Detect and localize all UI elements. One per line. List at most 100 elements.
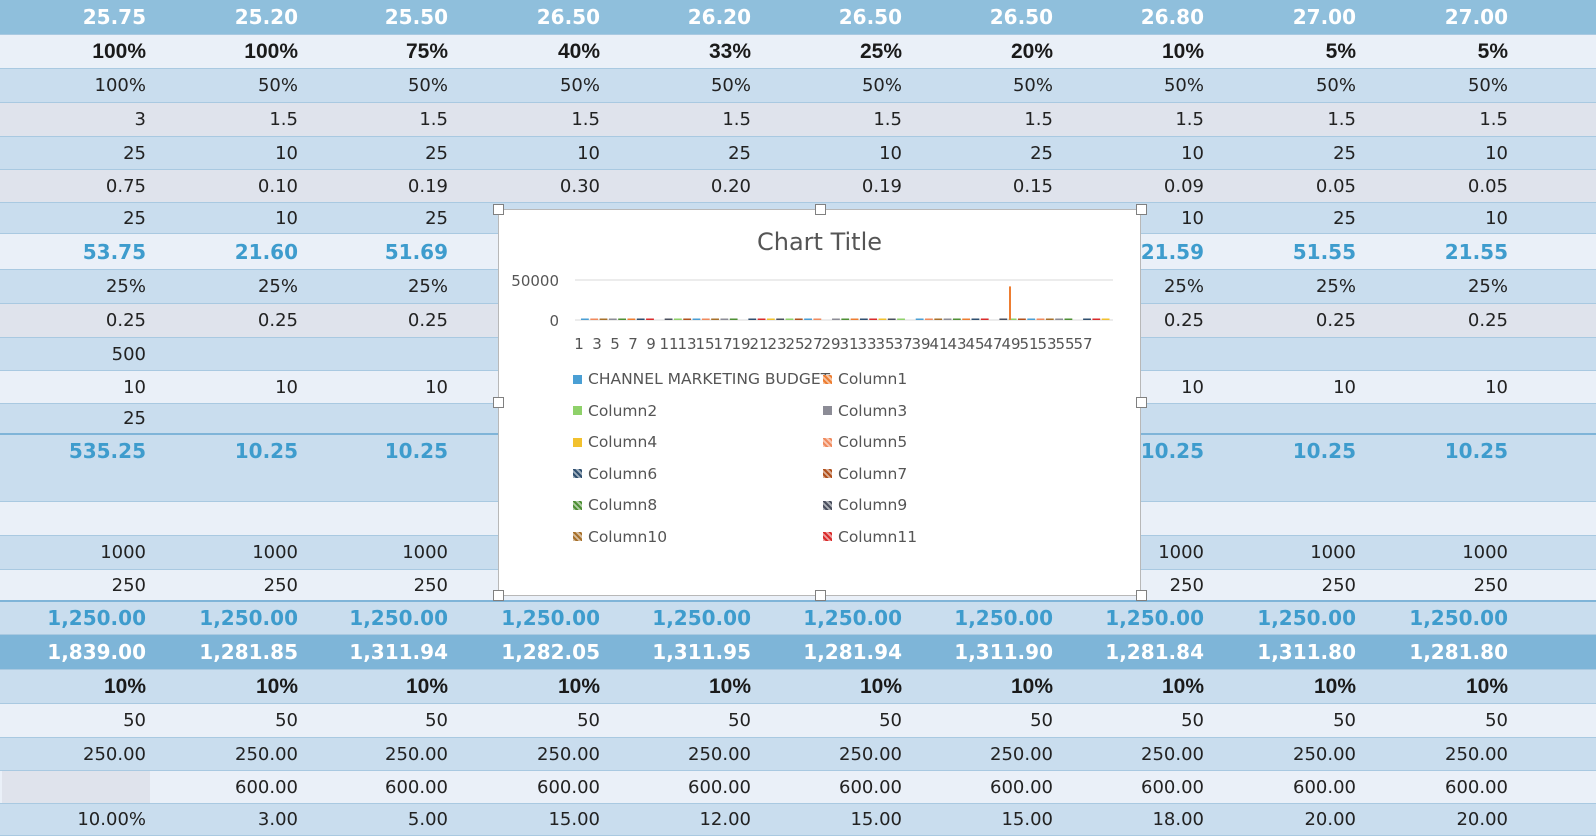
sheet-cell[interactable]: 1,250.00 — [803, 606, 902, 630]
sheet-cell[interactable]: 26.50 — [536, 5, 600, 29]
resize-handle[interactable] — [1136, 397, 1147, 408]
sheet-cell[interactable]: 25% — [1163, 276, 1204, 297]
sheet-cell[interactable] — [304, 338, 452, 370]
sheet-cell[interactable]: 10% — [1465, 674, 1508, 698]
sheet-cell[interactable]: 25.75 — [82, 5, 146, 29]
sheet-cell[interactable]: 20.00 — [1456, 809, 1508, 830]
sheet-cell[interactable]: 1.5 — [571, 109, 600, 130]
sheet-cell[interactable]: 1,311.95 — [652, 640, 751, 664]
sheet-cell[interactable]: 10% — [1161, 39, 1204, 63]
sheet-cell[interactable]: 0.30 — [559, 175, 600, 197]
sheet-cell[interactable]: 1.5 — [419, 109, 448, 130]
sheet-cell[interactable]: 250 — [111, 574, 146, 596]
sheet-cell[interactable]: 1,250.00 — [47, 606, 146, 630]
sheet-cell[interactable]: 10 — [275, 376, 298, 398]
sheet-cell[interactable]: 33% — [708, 39, 751, 63]
sheet-cell[interactable]: 25.50 — [384, 5, 448, 29]
sheet-cell[interactable]: 25% — [1315, 276, 1356, 297]
sheet-cell[interactable]: 51.55 — [1292, 239, 1356, 264]
sheet-cell[interactable]: 0.25 — [257, 310, 298, 331]
sheet-cell[interactable]: 50 — [577, 710, 600, 731]
sheet-cell[interactable] — [1212, 404, 1360, 433]
sheet-cell[interactable]: 10 — [879, 142, 902, 164]
sheet-cell[interactable]: 50% — [710, 75, 751, 96]
sheet-cell[interactable]: 1.5 — [1024, 109, 1053, 130]
sheet-cell[interactable]: 600.00 — [385, 776, 448, 798]
resize-handle[interactable] — [493, 397, 504, 408]
sheet-cell[interactable]: 1,250.00 — [1257, 606, 1356, 630]
sheet-cell[interactable]: 10.25 — [1444, 439, 1508, 463]
legend-item[interactable]: Column7 — [823, 465, 907, 483]
sheet-cell[interactable]: 10% — [557, 674, 600, 698]
sheet-cell[interactable]: 10 — [1181, 376, 1204, 398]
sheet-cell[interactable]: 1.5 — [873, 109, 902, 130]
sheet-cell[interactable]: 10% — [859, 674, 902, 698]
sheet-cell[interactable]: 50 — [1485, 710, 1508, 731]
sheet-cell[interactable]: 0.25 — [407, 310, 448, 331]
sheet-cell[interactable]: 10.00% — [77, 809, 146, 830]
sheet-cell[interactable]: 250 — [413, 574, 448, 596]
sheet-cell[interactable]: 25.20 — [234, 5, 298, 29]
sheet-cell[interactable]: 20.00 — [1304, 809, 1356, 830]
sheet-cell[interactable]: 1000 — [402, 542, 448, 563]
sheet-cell[interactable]: 0.75 — [105, 175, 146, 197]
sheet-cell[interactable]: 250 — [263, 574, 298, 596]
sheet-cell[interactable]: 10 — [1485, 376, 1508, 398]
sheet-cell[interactable]: 10 — [1485, 142, 1508, 164]
sheet-cell[interactable] — [154, 502, 302, 535]
sheet-cell[interactable]: 1,281.85 — [199, 640, 298, 664]
sheet-cell[interactable]: 21.55 — [1444, 239, 1508, 264]
sheet-cell[interactable]: 21.60 — [234, 239, 298, 264]
sheet-cell[interactable]: 21.59 — [1140, 239, 1204, 264]
sheet-cell[interactable]: 10% — [708, 674, 751, 698]
sheet-cell[interactable]: 250.00 — [235, 743, 298, 765]
sheet-cell[interactable]: 25% — [257, 276, 298, 297]
sheet-cell[interactable]: 0.19 — [861, 175, 902, 197]
sheet-cell[interactable]: 0.10 — [257, 175, 298, 197]
sheet-cell[interactable]: 600.00 — [537, 776, 600, 798]
sheet-cell[interactable]: 0.25 — [1163, 310, 1204, 331]
sheet-cell[interactable]: 10% — [255, 674, 298, 698]
sheet-cell[interactable] — [154, 338, 302, 370]
sheet-cell[interactable] — [1212, 502, 1360, 535]
sheet-cell[interactable]: 50% — [861, 75, 902, 96]
sheet-cell[interactable]: 27.00 — [1292, 5, 1356, 29]
sheet-cell[interactable]: 10% — [1161, 674, 1204, 698]
sheet-cell[interactable]: 250.00 — [537, 743, 600, 765]
sheet-cell[interactable]: 100% — [92, 39, 146, 63]
sheet-cell[interactable]: 10.25 — [1292, 439, 1356, 463]
sheet-cell[interactable]: 1,281.94 — [803, 640, 902, 664]
sheet-cell[interactable]: 250.00 — [1445, 743, 1508, 765]
sheet-cell[interactable]: 250.00 — [990, 743, 1053, 765]
sheet-cell[interactable]: 10% — [405, 674, 448, 698]
sheet-cell[interactable]: 250 — [1473, 574, 1508, 596]
legend-item[interactable]: Column11 — [823, 528, 917, 546]
sheet-cell[interactable]: 25 — [123, 408, 146, 429]
sheet-cell[interactable]: 1.5 — [1327, 109, 1356, 130]
sheet-cell[interactable]: 50% — [1315, 75, 1356, 96]
sheet-cell[interactable]: 250.00 — [1293, 743, 1356, 765]
sheet-cell[interactable]: 25 — [1030, 142, 1053, 164]
sheet-cell[interactable]: 1,311.90 — [954, 640, 1053, 664]
sheet-cell[interactable]: 1,250.00 — [954, 606, 1053, 630]
sheet-cell[interactable]: 1.5 — [269, 109, 298, 130]
sheet-cell[interactable]: 10.25 — [1140, 439, 1204, 463]
sheet-cell[interactable]: 50 — [879, 710, 902, 731]
sheet-cell[interactable]: 0.09 — [1163, 175, 1204, 197]
sheet-cell[interactable]: 1000 — [1310, 542, 1356, 563]
sheet-cell[interactable]: 250.00 — [688, 743, 751, 765]
sheet-cell[interactable]: 0.20 — [710, 175, 751, 197]
sheet-cell[interactable]: 1,250.00 — [1105, 606, 1204, 630]
chart-object[interactable]: Chart Title 50000 0 1 3 5 7 9 11 13 15 17 19 21 23 25 2… — [493, 204, 1147, 601]
sheet-cell[interactable] — [2, 771, 150, 803]
sheet-cell[interactable]: 5.00 — [407, 809, 448, 830]
sheet-cell[interactable]: 1,250.00 — [501, 606, 600, 630]
sheet-cell[interactable]: 600.00 — [1445, 776, 1508, 798]
sheet-cell[interactable]: 1,281.80 — [1409, 640, 1508, 664]
sheet-cell[interactable]: 50% — [1467, 75, 1508, 96]
sheet-cell[interactable]: 600.00 — [1141, 776, 1204, 798]
sheet-cell[interactable]: 50% — [1012, 75, 1053, 96]
sheet-cell[interactable]: 25 — [728, 142, 751, 164]
sheet-cell[interactable]: 250 — [1321, 574, 1356, 596]
sheet-cell[interactable] — [2, 502, 150, 535]
